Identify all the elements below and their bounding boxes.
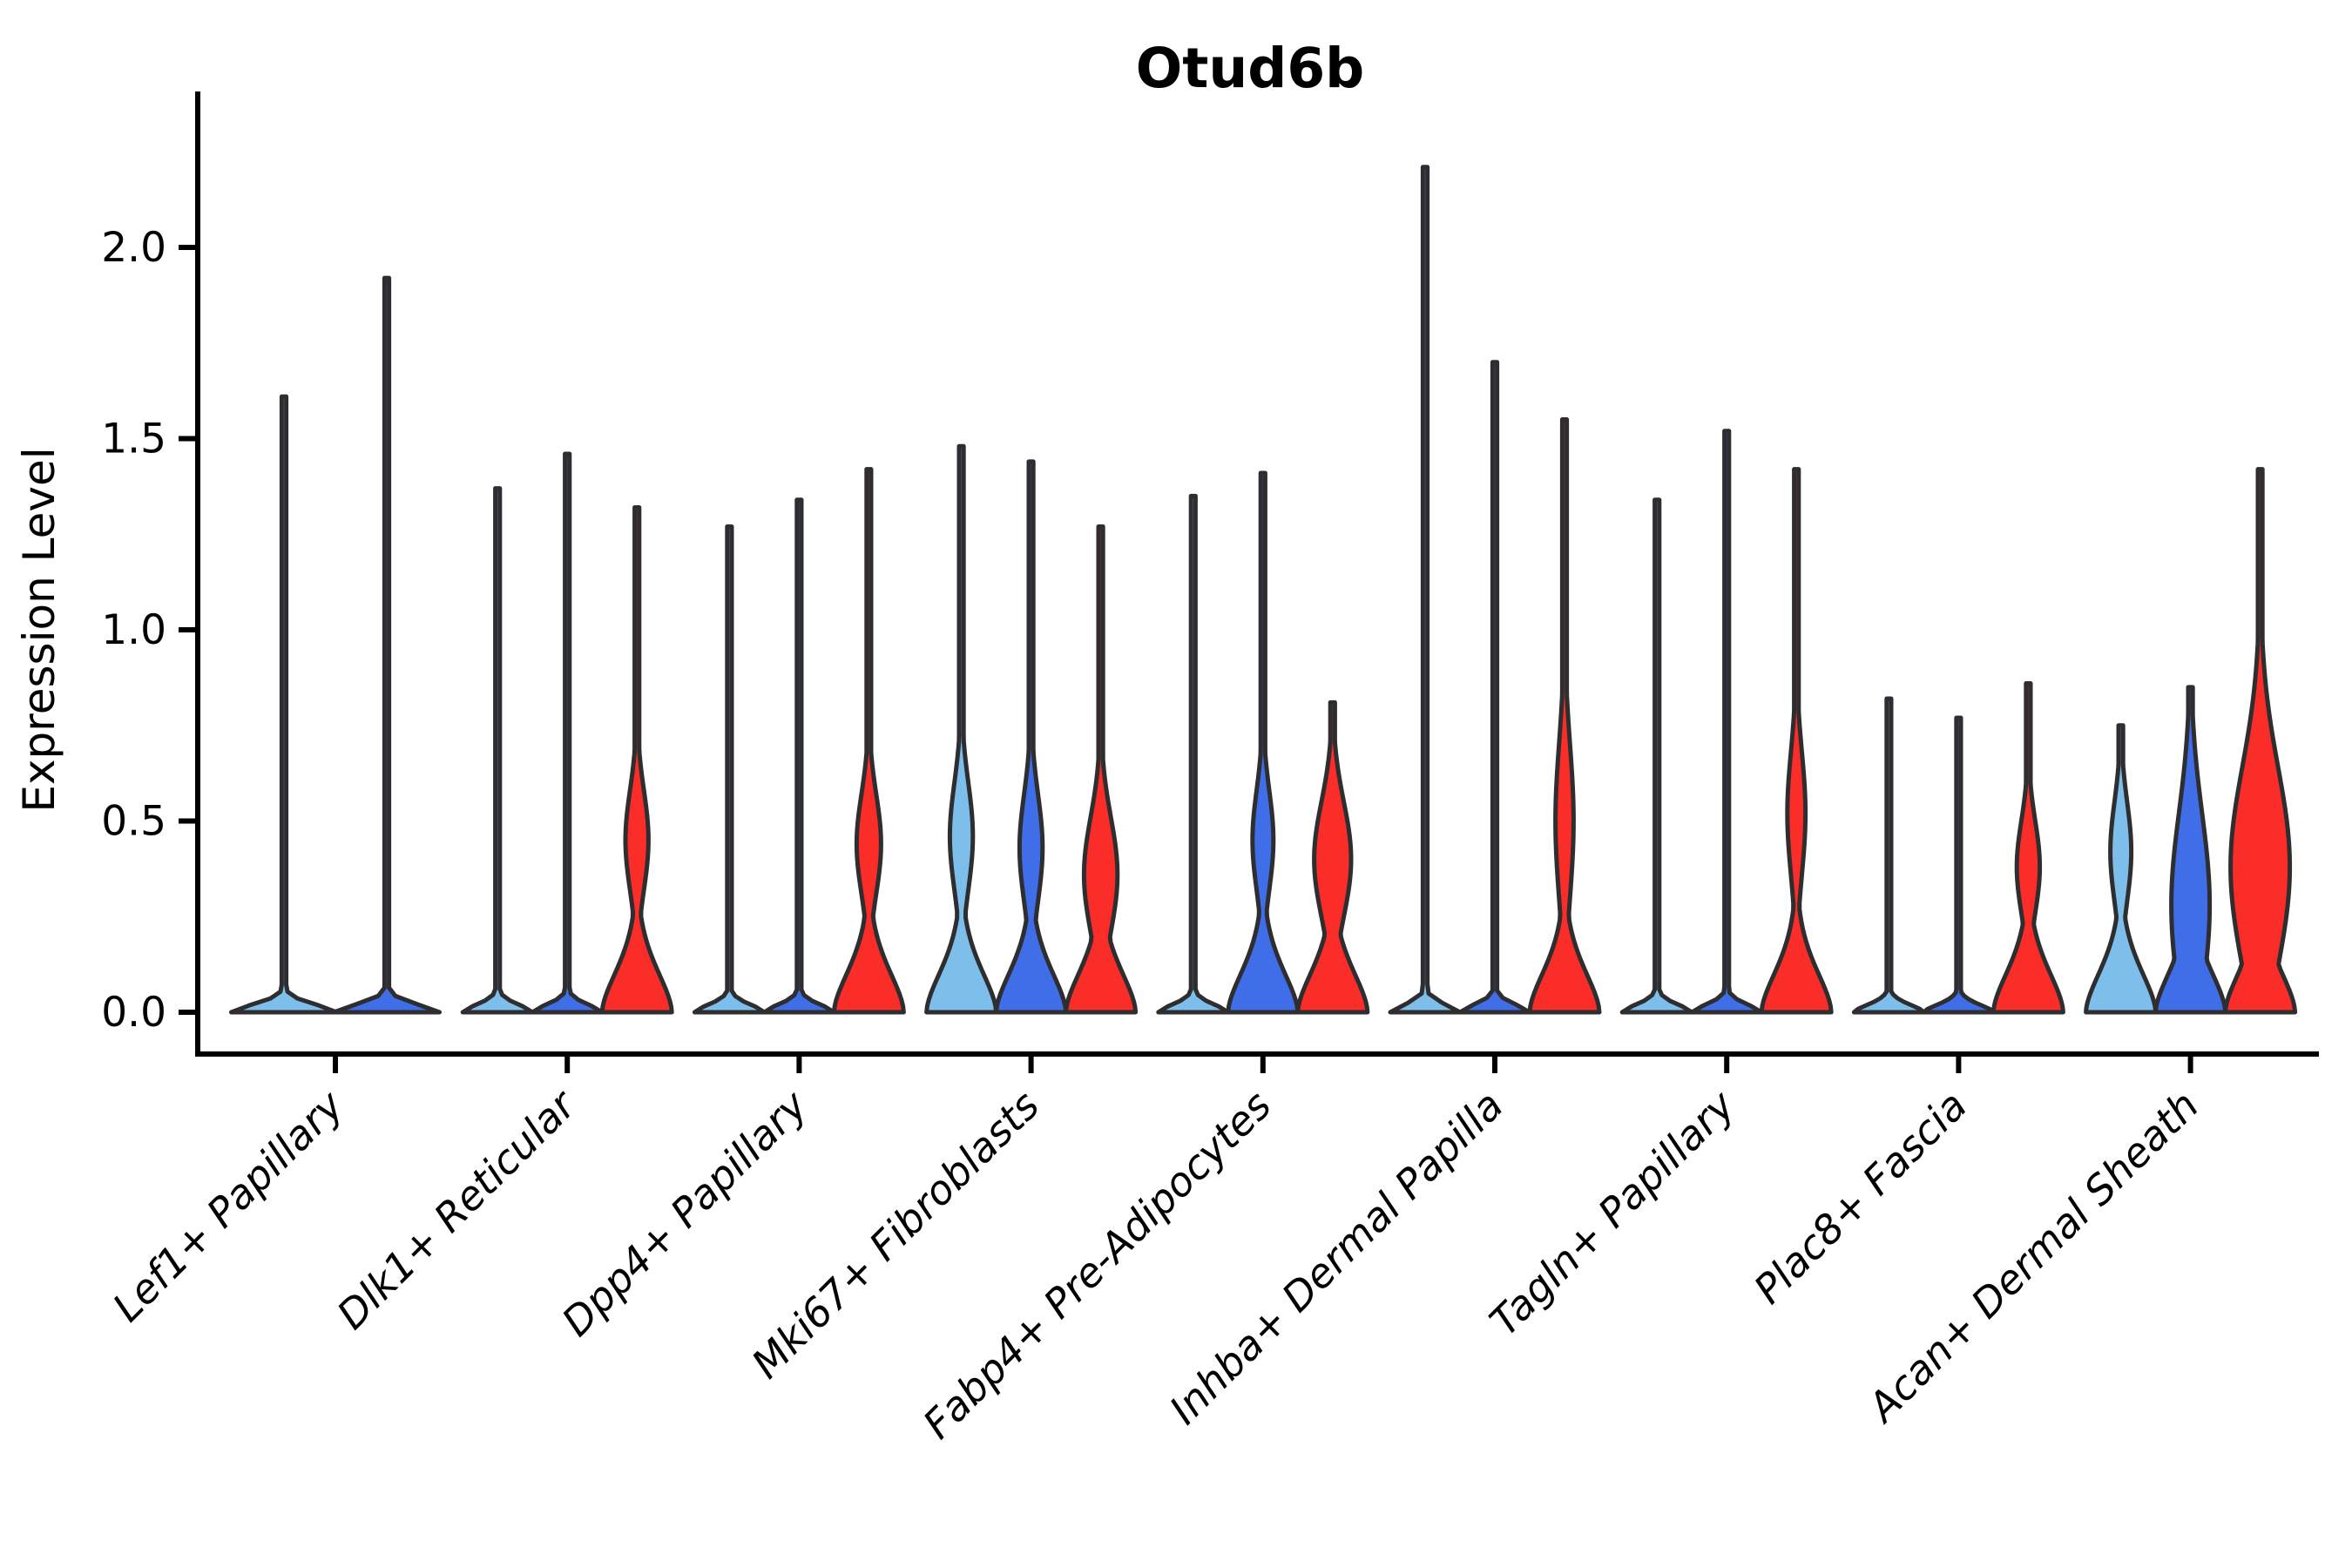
- violin-dlk1-reticular-red: [599, 505, 674, 1015]
- violin-acan-dermal-sheath-light-blue: [2084, 723, 2159, 1015]
- violin-plac8-fascia-red: [1990, 680, 2065, 1015]
- violin-fabp4-pre-adipocytes-light-blue: [1156, 493, 1231, 1015]
- violin-tagln-papillary-light-blue: [1619, 497, 1694, 1015]
- y-tick-label: 1.0: [101, 606, 166, 654]
- violin-fabp4-pre-adipocytes-red: [1295, 700, 1370, 1015]
- violin-mki67-fibroblasts-blue: [994, 459, 1069, 1015]
- y-tick-label: 2.0: [101, 224, 166, 272]
- violin-acan-dermal-sheath-red: [2223, 467, 2298, 1015]
- x-tick-label: Tagln+ Papillary: [1481, 1081, 1745, 1345]
- violin-inhba-dermal-papilla-blue: [1457, 360, 1532, 1015]
- violin-inhba-dermal-papilla-red: [1527, 417, 1602, 1015]
- y-tick-label: 0.0: [101, 989, 166, 1037]
- violin-dlk1-reticular-blue: [530, 451, 605, 1015]
- violin-lef1-papillary-light-blue: [229, 394, 339, 1015]
- x-tick-label: Dpp4+ Papillary: [553, 1081, 817, 1345]
- x-tick-label: Plac8+ Fascia: [1745, 1082, 1976, 1313]
- violin-tagln-papillary-blue: [1689, 429, 1764, 1015]
- x-tick-label: Lef1+ Papillary: [104, 1081, 353, 1330]
- violin-dpp4-papillary-blue: [761, 497, 836, 1015]
- violins-layer: [229, 165, 2298, 1015]
- axes-layer: [179, 91, 2319, 1073]
- y-tick-label: 0.5: [101, 798, 166, 846]
- violin-fabp4-pre-adipocytes-blue: [1226, 470, 1301, 1015]
- violin-tagln-papillary-red: [1759, 467, 1834, 1015]
- violin-mki67-fibroblasts-light-blue: [924, 443, 999, 1015]
- y-axis-label: Expression Level: [14, 447, 64, 812]
- violin-acan-dermal-sheath-blue: [2153, 685, 2228, 1015]
- chart-title: Otud6b: [1136, 37, 1365, 100]
- violin-inhba-dermal-papilla-light-blue: [1388, 165, 1463, 1015]
- violin-mki67-fibroblasts-red: [1064, 524, 1139, 1015]
- y-tick-labels: 0.0 0.5 1.0 1.5 2.0: [101, 224, 166, 1037]
- violin-plac8-fascia-light-blue: [1851, 696, 1926, 1015]
- violin-plac8-fascia-blue: [1921, 715, 1996, 1015]
- x-tick-label: Dlk1+ Reticular: [328, 1079, 586, 1338]
- violin-dpp4-papillary-red: [831, 467, 906, 1015]
- violin-dlk1-reticular-light-blue: [460, 486, 535, 1015]
- y-tick-label: 1.5: [101, 416, 166, 463]
- violin-dpp4-papillary-light-blue: [692, 524, 767, 1015]
- violin-lef1-papillary-blue: [332, 275, 442, 1015]
